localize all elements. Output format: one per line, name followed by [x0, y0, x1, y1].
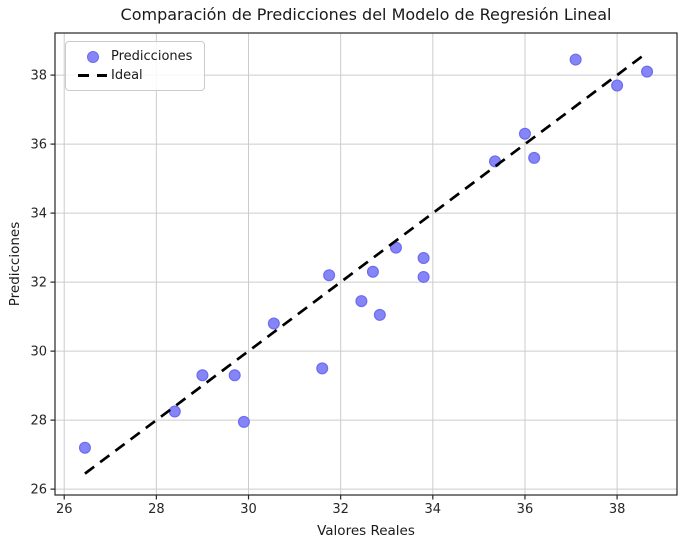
x-tick-label: 30 [240, 502, 257, 517]
x-tick-label: 26 [56, 502, 73, 517]
y-tick-label: 36 [30, 138, 47, 153]
scatter-point [417, 270, 430, 283]
scatter-point [316, 362, 329, 375]
ideal-line [84, 51, 648, 475]
legend-item-predicciones: Predicciones [74, 47, 194, 66]
y-tick-label: 32 [30, 276, 47, 291]
y-tick-label: 38 [30, 69, 47, 84]
scatter-point [528, 151, 541, 164]
y-tick-label: 26 [30, 483, 47, 498]
scatter-point [237, 415, 250, 428]
x-tick-label: 32 [332, 502, 349, 517]
legend: Predicciones Ideal [65, 41, 205, 91]
scatter-point [267, 317, 280, 330]
scatter-marker-icon [86, 50, 99, 63]
y-axis-label: Predicciones [7, 221, 23, 307]
dashed-line-icon [78, 74, 107, 77]
plot-border [54, 32, 678, 496]
scatter-point [611, 79, 624, 92]
x-tick-label: 28 [148, 502, 165, 517]
scatter-point [355, 295, 368, 308]
scatter-point [569, 53, 582, 66]
legend-label: Predicciones [111, 49, 193, 64]
scatter-point [78, 441, 91, 454]
legend-item-ideal: Ideal [74, 66, 194, 85]
scatter-point [196, 369, 209, 382]
scatter-point [641, 65, 654, 78]
scatter-point [373, 308, 386, 321]
y-tick-label: 30 [30, 345, 47, 360]
legend-swatch-area [74, 74, 111, 77]
y-tick-label: 34 [30, 207, 47, 222]
legend-swatch-area [74, 50, 111, 63]
scatter-point [417, 251, 430, 264]
legend-label: Ideal [111, 68, 143, 83]
scatter-point [323, 269, 336, 282]
x-tick-label: 36 [517, 502, 534, 517]
chart-title: Comparación de Predicciones del Modelo d… [120, 5, 612, 24]
scatter-point [228, 369, 241, 382]
scatter-point [168, 405, 181, 418]
x-tick-label: 34 [425, 502, 442, 517]
x-tick-label: 38 [609, 502, 626, 517]
x-axis-label: Valores Reales [317, 523, 415, 539]
scatter-point [366, 265, 379, 278]
y-tick-label: 28 [30, 414, 47, 429]
scatter-point [518, 127, 531, 140]
